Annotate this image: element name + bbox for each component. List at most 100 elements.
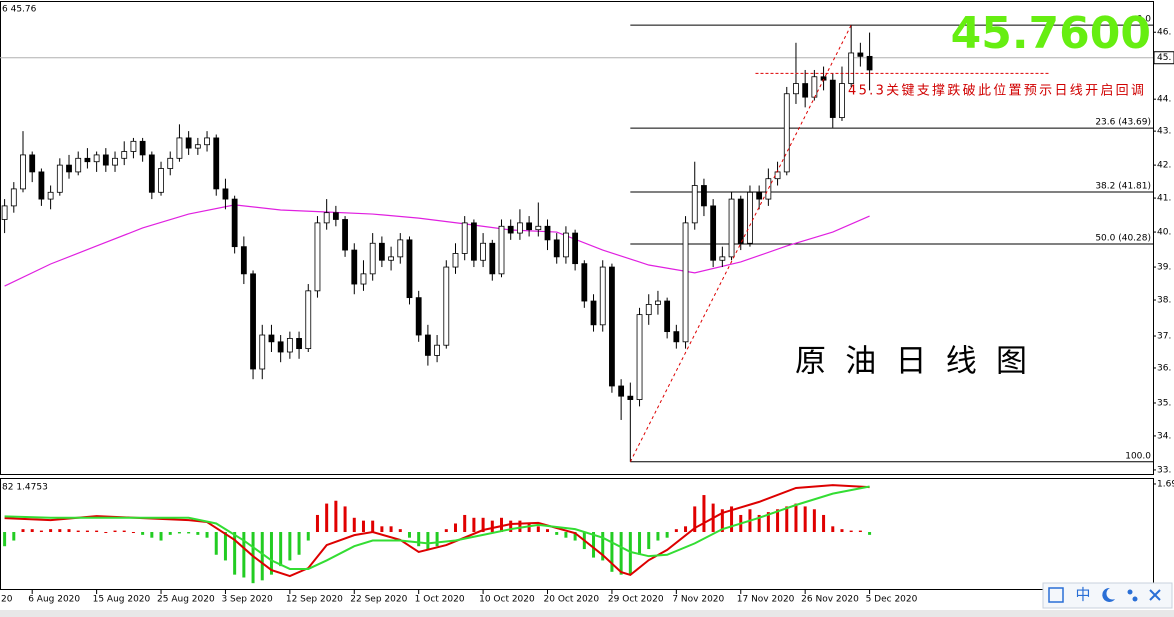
toolbar-moon[interactable] (1102, 587, 1115, 602)
macd-histogram-bar (546, 529, 550, 533)
candle-body (259, 334, 266, 370)
candle-body (470, 222, 477, 261)
y-tick-label: 39. (1157, 263, 1171, 273)
toolbar-icon[interactable] (1048, 587, 1064, 603)
macd-histogram-bar (85, 530, 89, 533)
macd-histogram-bar (536, 526, 540, 533)
x-tick-label: 26 Nov 2020 (801, 595, 859, 605)
bid-big-label: 45.7600 (951, 8, 1151, 59)
toolbar-dot[interactable] (1127, 589, 1133, 595)
candle-body (710, 205, 717, 261)
annotation: 45.3关键支撑跌破此位置预示日线开启回调 (848, 83, 1144, 99)
macd-histogram-bar (601, 532, 605, 561)
toolbar-tools[interactable] (1149, 589, 1161, 601)
candle-body (848, 52, 855, 84)
x-tick-label: 1 Oct 2020 (415, 595, 465, 605)
candle-body (369, 242, 376, 275)
candle-body (38, 171, 45, 200)
x-tick-label: 6 Aug 2020 (28, 595, 80, 605)
macd-histogram-bar (693, 506, 697, 533)
x-tick-label: 29 Oct 2020 (608, 595, 664, 605)
macd-histogram-bar (150, 532, 154, 538)
y-tick-label: 41. (1157, 194, 1171, 204)
macd-histogram-bar (766, 512, 770, 533)
macd-histogram-bar (104, 532, 108, 534)
macd-histogram-bar (573, 532, 577, 541)
macd-histogram-bar (168, 532, 172, 535)
macd-histogram-bar (840, 529, 844, 533)
candle-body (56, 164, 63, 193)
candle-body (434, 344, 440, 356)
y-tick-label: 35. (1157, 398, 1171, 408)
macd-histogram-bar (490, 520, 494, 533)
macd-histogram-bar (177, 532, 181, 534)
main-panel-frame (0, 1, 1154, 475)
toolbar-ime[interactable]: 中 (1075, 586, 1090, 604)
candle-body (599, 266, 606, 326)
candle-body (811, 76, 818, 98)
candle-body (277, 341, 284, 353)
macd-histogram-bar (472, 517, 476, 533)
candle-body (102, 154, 109, 166)
candle-body (590, 300, 597, 326)
candle-body (158, 168, 164, 193)
x-tick-label: 3 Sep 2020 (221, 595, 273, 605)
candle-body (139, 140, 146, 156)
macd-histogram-bar (58, 529, 62, 533)
candle-body (167, 157, 174, 169)
candle-body (351, 249, 358, 285)
macd-histogram-bar (610, 532, 614, 572)
candle-body (176, 137, 183, 159)
candle-body (627, 395, 634, 400)
candle-body (517, 222, 523, 234)
candle-body (581, 263, 588, 302)
x-tick-label: 10 Oct 2020 (479, 595, 535, 605)
y-tick-label: 38. (1157, 296, 1171, 306)
macd-histogram-bar (95, 530, 99, 533)
candle-body (857, 52, 864, 57)
candle-body (609, 266, 615, 387)
candle-body (323, 212, 330, 224)
macd-histogram-bar (463, 514, 467, 533)
fib-label: 100.0 (1125, 451, 1151, 461)
candle-body (29, 154, 36, 173)
candle-body (691, 185, 698, 224)
macd-histogram-bar (12, 532, 16, 541)
toolbar-dot[interactable] (1132, 596, 1138, 602)
macd-histogram-bar (269, 532, 273, 575)
candle-body (682, 222, 689, 343)
candle-body (498, 225, 505, 275)
candle-body (10, 188, 17, 207)
macd-histogram-bar (251, 532, 255, 584)
y-tick-label: 37. (1157, 332, 1171, 342)
candle-body (655, 300, 661, 305)
candle-body (673, 331, 680, 343)
candle-body (424, 334, 431, 356)
candle-body (360, 273, 367, 285)
x-tick-label: 12 Sep 2020 (286, 595, 343, 605)
macd-line (4, 485, 870, 570)
macd-histogram-bar (315, 514, 319, 533)
candle-body (756, 191, 763, 200)
candle-body (130, 140, 137, 152)
macd-histogram-bar (564, 532, 568, 538)
fib-label: 50.0 (40.28) (1095, 233, 1151, 243)
macd-histogram-bar (628, 532, 632, 575)
macd-histogram-bar (49, 529, 53, 533)
macd-histogram-bar (380, 526, 384, 533)
y-tick-label: 33. (1157, 465, 1171, 475)
candle-body (397, 239, 404, 258)
candle-body (378, 242, 385, 261)
ime-toolbar: 中 (1042, 582, 1173, 609)
moving-average (4, 204, 870, 287)
macd-histogram-bar (849, 530, 853, 533)
candle-body (783, 93, 790, 173)
macd-histogram-bar (76, 530, 80, 533)
candle-body (544, 225, 551, 241)
candle-body (84, 157, 91, 163)
candle-body (774, 171, 781, 180)
candle-body (20, 154, 26, 190)
fib-label: 0.0 (1137, 15, 1152, 25)
macd-histogram-bar (619, 532, 623, 575)
macd-histogram-bar (453, 523, 457, 533)
